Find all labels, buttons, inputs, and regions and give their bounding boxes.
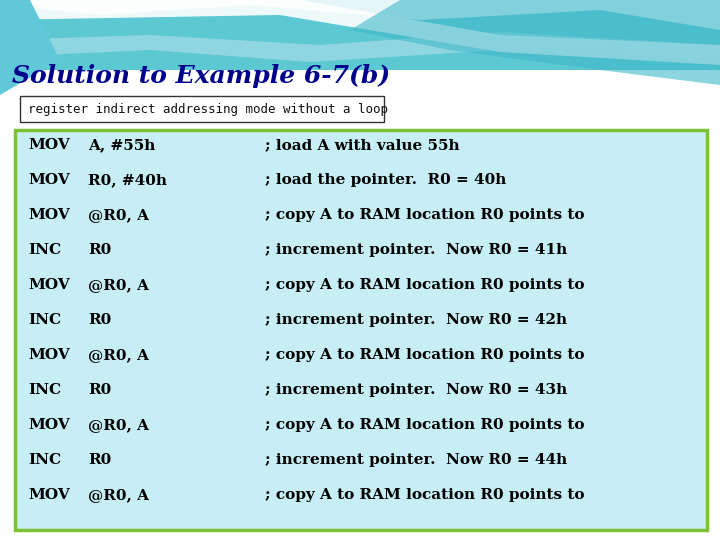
Text: ; increment pointer.  Now R0 = 44h: ; increment pointer. Now R0 = 44h [265,453,567,467]
Text: ; increment pointer.  Now R0 = 43h: ; increment pointer. Now R0 = 43h [265,383,567,397]
Text: R0: R0 [88,243,112,257]
Text: @R0, A: @R0, A [88,278,149,292]
Text: R0: R0 [88,383,112,397]
FancyBboxPatch shape [20,96,384,122]
Text: INC: INC [28,243,61,257]
Text: R0: R0 [88,313,112,327]
Text: @R0, A: @R0, A [88,488,149,502]
FancyBboxPatch shape [0,70,720,540]
FancyBboxPatch shape [0,0,720,90]
Text: MOV: MOV [28,488,70,502]
Text: MOV: MOV [28,208,70,222]
Polygon shape [0,32,720,62]
Text: MOV: MOV [28,138,70,152]
Text: MOV: MOV [28,348,70,362]
Text: ; copy A to RAM location R0 points to: ; copy A to RAM location R0 points to [265,278,585,292]
Text: R0: R0 [88,453,112,467]
Text: ; copy A to RAM location R0 points to: ; copy A to RAM location R0 points to [265,418,585,432]
Text: INC: INC [28,313,61,327]
Polygon shape [0,0,720,30]
Text: ; increment pointer.  Now R0 = 41h: ; increment pointer. Now R0 = 41h [265,243,567,257]
Polygon shape [350,0,720,85]
Text: A, #55h: A, #55h [88,138,156,152]
Text: ; increment pointer.  Now R0 = 42h: ; increment pointer. Now R0 = 42h [265,313,567,327]
Text: register indirect addressing mode without a loop: register indirect addressing mode withou… [28,103,388,116]
Text: ; copy A to RAM location R0 points to: ; copy A to RAM location R0 points to [265,488,585,502]
Text: INC: INC [28,453,61,467]
Text: ; load A with value 55h: ; load A with value 55h [265,138,459,152]
Text: @R0, A: @R0, A [88,348,149,362]
Text: MOV: MOV [28,418,70,432]
Text: @R0, A: @R0, A [88,208,149,222]
Text: INC: INC [28,383,61,397]
Text: MOV: MOV [28,278,70,292]
Polygon shape [0,0,60,95]
Text: Solution to Example 6-7(b): Solution to Example 6-7(b) [12,64,390,88]
Text: @R0, A: @R0, A [88,418,149,432]
FancyBboxPatch shape [15,130,707,530]
Polygon shape [0,0,720,65]
Text: MOV: MOV [28,173,70,187]
Text: ; copy A to RAM location R0 points to: ; copy A to RAM location R0 points to [265,208,585,222]
Text: R0, #40h: R0, #40h [88,173,167,187]
Text: ; load the pointer.  R0 = 40h: ; load the pointer. R0 = 40h [265,173,506,187]
Text: ; copy A to RAM location R0 points to: ; copy A to RAM location R0 points to [265,348,585,362]
